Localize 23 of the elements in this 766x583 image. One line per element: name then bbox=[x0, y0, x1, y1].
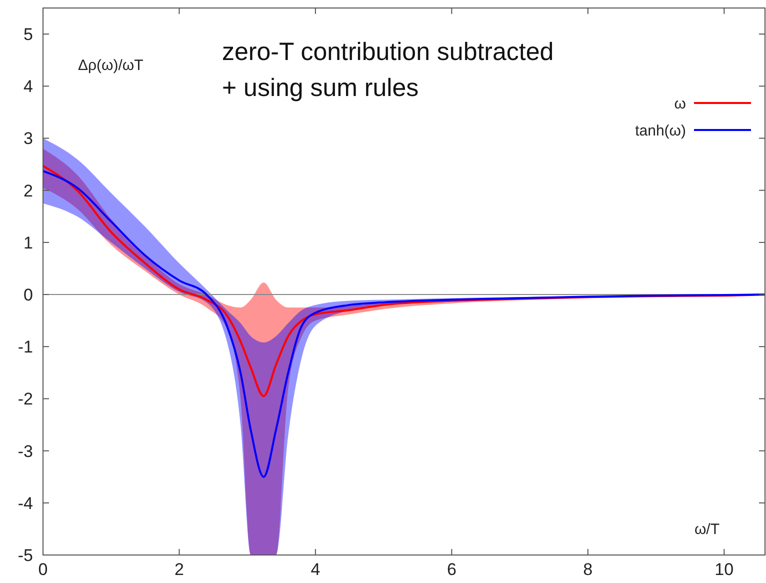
x-tick-label: 2 bbox=[174, 560, 184, 579]
x-tick-label: 4 bbox=[310, 560, 320, 579]
y-tick-label: -4 bbox=[18, 494, 33, 513]
y-tick-label: 4 bbox=[24, 77, 33, 96]
y-tick-label: -5 bbox=[18, 546, 33, 565]
y-tick-label: 0 bbox=[24, 285, 33, 304]
text: zero-T contribution subtracted + using sum rules bbox=[222, 38, 554, 102]
x-tick-label: 6 bbox=[446, 560, 456, 579]
y-tick-label: 1 bbox=[24, 233, 33, 252]
line-series bbox=[43, 170, 765, 478]
y-tick-label: -1 bbox=[18, 338, 33, 357]
y-tick-label: 2 bbox=[24, 181, 33, 200]
y-tick-label: 3 bbox=[24, 129, 33, 148]
x-tick-label: 8 bbox=[583, 560, 593, 579]
legend-label: tanh(ω) bbox=[635, 122, 686, 140]
y-axis-title: Δρ(ω)/ωT bbox=[78, 57, 144, 74]
y-tick-label: 5 bbox=[24, 25, 33, 44]
x-tick-label: 0 bbox=[38, 560, 48, 579]
legend-label: ω bbox=[674, 95, 686, 112]
y-tick-label: -2 bbox=[18, 390, 33, 409]
x-axis-title: ω/T bbox=[694, 521, 720, 538]
y-tick-label: -3 bbox=[18, 442, 33, 461]
x-tick-label: 10 bbox=[714, 560, 734, 579]
